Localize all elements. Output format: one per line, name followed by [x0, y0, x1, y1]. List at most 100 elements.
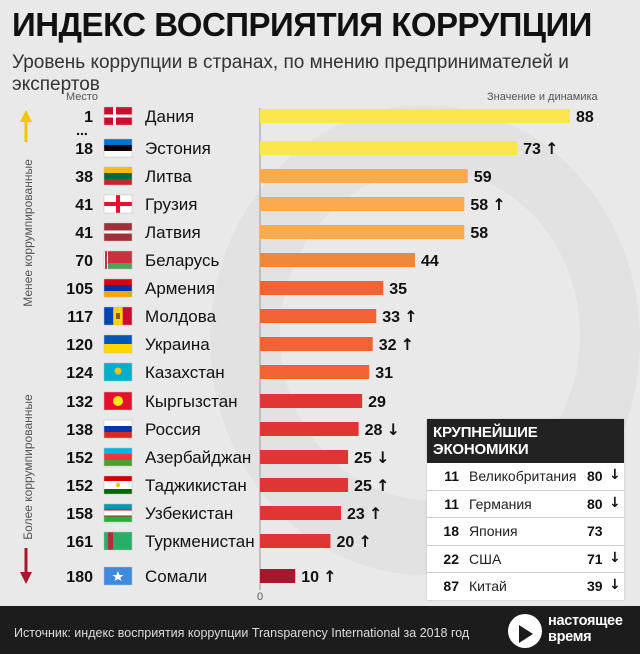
rank-ellipsis: ... [76, 122, 88, 138]
value-label: 58 [470, 197, 488, 214]
rank-label: 158 [66, 506, 93, 523]
rank-label: 152 [66, 450, 93, 467]
economy-row: 18 Япония 73 [427, 518, 624, 546]
trend-down-icon: ↓ [609, 467, 621, 483]
rank-label: 120 [66, 337, 93, 354]
chart-row-14: 152 Таджикистан 25 ↑ [66, 475, 389, 495]
value-label: 10 [301, 569, 319, 586]
rank-label: 70 [75, 253, 93, 270]
chart-row-17: 180 Сомали 10 ↑ [66, 566, 337, 586]
economy-value: 80 [587, 468, 603, 484]
economy-value: 73 [587, 523, 603, 539]
trend-down-icon: ↓ [387, 420, 400, 439]
flag-star [112, 571, 124, 581]
country-label: Эстония [145, 139, 211, 158]
value-label: 59 [474, 169, 492, 186]
economy-country: США [469, 550, 502, 567]
rank-label: 38 [75, 169, 93, 186]
rank-label: 124 [66, 365, 93, 382]
country-label: Кыргызстан [145, 392, 238, 411]
trend-down-icon: ↓ [609, 549, 621, 566]
flag-stripe [104, 263, 132, 269]
flag-border [103, 306, 133, 326]
flag-border [103, 194, 133, 214]
bar [260, 506, 342, 520]
flag-emblem [116, 313, 120, 319]
value-label: 23 [347, 506, 365, 523]
country-label: Украина [145, 335, 210, 354]
flag-border [103, 334, 133, 354]
ukraine-flag-icon [103, 334, 133, 354]
chart-row-2: 18 Эстония 73 ↑ [75, 138, 559, 158]
bar [260, 253, 415, 267]
rank-label: 138 [66, 422, 93, 439]
kyrgyzstan-flag-icon [103, 391, 133, 411]
estonia-flag-icon [103, 138, 133, 158]
chart-row-9: 120 Украина 32 ↑ [66, 334, 414, 354]
economy-country: Германия [469, 495, 532, 512]
scale-arrows [20, 110, 32, 584]
country-label: Латвия [145, 223, 201, 242]
trend-up-icon: ↑ [401, 335, 414, 354]
country-label: Туркменистан [145, 532, 255, 551]
value-label: 25 [354, 478, 372, 495]
azerbaijan-flag-icon [103, 447, 133, 467]
trend-down-icon: ↓ [609, 494, 621, 511]
trend-up-icon: ↑ [545, 139, 558, 158]
flag-border [103, 362, 133, 382]
bar [260, 534, 331, 548]
russia-flag-icon [103, 419, 133, 439]
chart-row-4: 41 Грузия 58 ↑ [75, 194, 506, 214]
value-label: 31 [375, 365, 393, 382]
value-label: 88 [576, 109, 594, 126]
flag-stripe [104, 307, 114, 325]
country-label: Беларусь [145, 251, 219, 270]
economy-row: 87 Китай 39 ↓ [427, 573, 624, 600]
rank-label: 180 [66, 569, 93, 586]
flag-ornament [105, 251, 107, 269]
flag-stripe [104, 179, 132, 185]
flag-stripe [104, 516, 132, 522]
flag-stripe [104, 476, 132, 481]
value-column-header: Значение и динамика [487, 91, 598, 103]
economy-row: 11 Германия 80 ↓ [427, 491, 624, 518]
economy-rank: 87 [443, 578, 459, 594]
flag-crown [115, 482, 121, 488]
bar [260, 109, 570, 123]
value-label: 35 [389, 281, 407, 298]
bar [260, 478, 349, 492]
country-label: Литва [145, 167, 192, 186]
flag-border [103, 503, 133, 523]
chart-row-8: 117 Молдова 33 ↑ [67, 306, 418, 326]
logo-play-circle-icon [508, 614, 542, 648]
flag-stripe [104, 460, 132, 466]
bar [260, 309, 377, 323]
flag-border [103, 475, 133, 495]
logo-line2: время [548, 629, 592, 645]
bar [260, 337, 373, 351]
rank-label: 117 [67, 309, 93, 326]
country-label: Таджикистан [145, 476, 247, 495]
brand-logo[interactable]: настоящее время [508, 611, 628, 649]
down-scale-arrow-head [20, 572, 32, 584]
value-label: 20 [336, 534, 354, 551]
rank-label: 161 [66, 534, 93, 551]
chart-title: ИНДЕКС ВОСПРИЯТИЯ КОРРУПЦИИ [12, 6, 592, 43]
value-label: 44 [421, 253, 439, 270]
flag-stripe [104, 279, 132, 285]
flag-sun [113, 396, 123, 406]
bar [260, 450, 349, 464]
chart-subtitle: Уровень коррупции в странах, по мнению п… [12, 52, 569, 95]
flag-border [103, 138, 133, 158]
flag-stripe [104, 151, 132, 157]
economy-rank: 18 [443, 523, 459, 539]
georgia-flag-icon [103, 194, 133, 214]
flag-cross [104, 202, 132, 206]
country-label: Узбекистан [145, 504, 233, 523]
country-label: Россия [145, 420, 201, 439]
flag-stripe [104, 426, 132, 432]
up-scale-arrow-head [20, 110, 32, 122]
country-label: Армения [145, 279, 215, 298]
country-label: Грузия [145, 195, 198, 214]
